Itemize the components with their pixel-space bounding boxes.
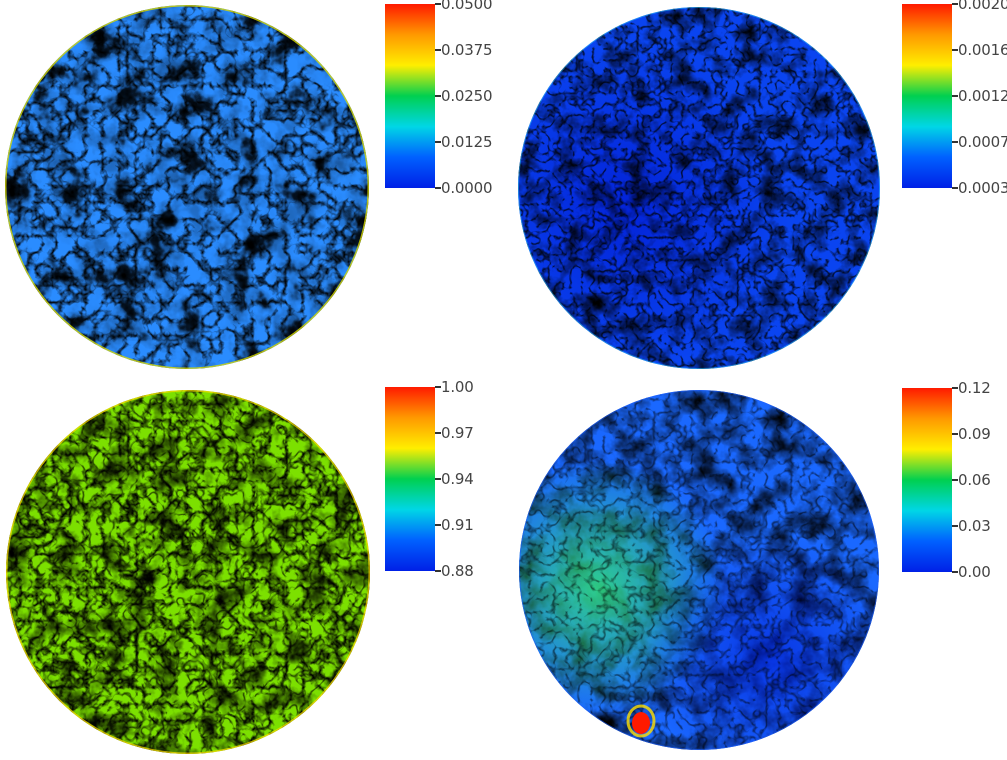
field-disk-bottom-left	[4, 388, 372, 756]
field-disk-bottom-right	[517, 388, 881, 752]
field-disk-top-left	[3, 3, 371, 371]
colorbar-top-left: 0.0500 0.0375 0.0250 0.0125 0.0000	[385, 0, 492, 197]
colorbar-gradient	[902, 4, 952, 188]
colorbar-bottom-right: 0.12 0.09 0.06 0.03 0.00	[902, 379, 991, 581]
turbulence-field-image	[519, 390, 879, 750]
field-disk-top-right	[516, 5, 882, 371]
turbulence-field-image	[5, 5, 369, 369]
colorbar-top-right: 0.0020 0.0016 0.0012 0.0007 0.0003	[902, 0, 1007, 197]
colorbar-gradient	[385, 4, 435, 188]
turbulence-field-image	[518, 7, 880, 369]
colorbar-bottom-left: 1.00 0.97 0.94 0.91 0.88	[385, 378, 474, 580]
colorbar-gradient	[902, 388, 952, 572]
turbulence-field-image	[6, 390, 370, 754]
colorbar-gradient	[385, 387, 435, 571]
